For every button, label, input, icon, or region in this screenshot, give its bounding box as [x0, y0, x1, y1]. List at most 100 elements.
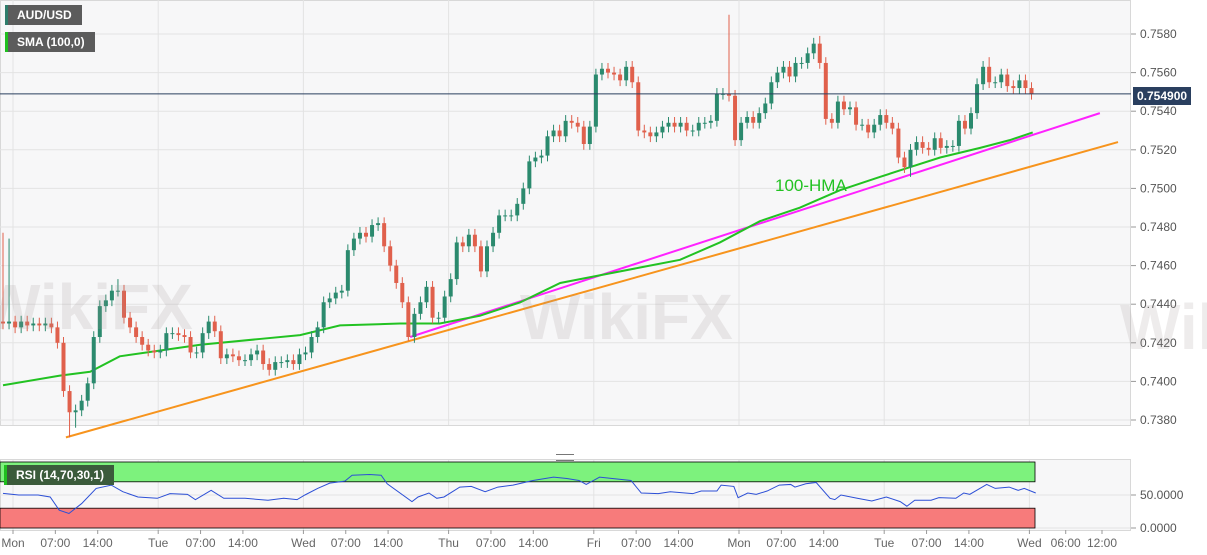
candle-body — [854, 107, 859, 125]
candle — [920, 136, 925, 154]
price-axis[interactable]: 0.7580 0.7560 0.7540 0.7520 0.7500 0.7480 0.74… — [1131, 27, 1184, 535]
candle-body — [763, 103, 768, 114]
candle — [733, 89, 738, 146]
candle-body — [751, 116, 756, 123]
candle — [25, 315, 30, 332]
candle — [932, 132, 937, 156]
candle-body — [781, 66, 786, 73]
candle — [587, 120, 592, 150]
candle-body — [835, 101, 840, 123]
candle — [224, 348, 229, 365]
candle — [817, 35, 822, 69]
candle — [581, 120, 586, 150]
candle — [339, 284, 344, 299]
candle — [841, 95, 846, 116]
candle — [1029, 82, 1034, 100]
candle-body — [315, 327, 320, 338]
candle-body — [878, 115, 883, 125]
candle-body — [134, 327, 139, 338]
candle-body — [291, 360, 296, 365]
candle — [357, 227, 362, 245]
candle — [569, 115, 574, 129]
x-tick-label: 14:00 — [954, 536, 984, 550]
candle-body — [109, 290, 114, 301]
x-tick-label: 14:00 — [228, 536, 258, 550]
candle-body — [472, 234, 477, 247]
x-tick-label: 07:00 — [766, 536, 796, 550]
candle-body — [569, 120, 574, 123]
indicator-label-sma[interactable]: SMA (100,0) — [5, 32, 95, 52]
candle-body — [1005, 74, 1010, 87]
x-tick-label: 06:00 — [1051, 536, 1081, 550]
y-tick-label: 0.7440 — [1140, 297, 1177, 311]
candle-body — [273, 362, 278, 370]
candle-body — [1029, 88, 1034, 94]
candle-body — [388, 246, 393, 266]
candle — [684, 116, 689, 137]
candle — [902, 151, 907, 173]
y-tick-label: 0.7540 — [1140, 104, 1177, 118]
candle-body — [31, 323, 36, 326]
main-plot-area[interactable] — [0, 0, 1131, 426]
rsi-tick-label: 0.0000 — [1140, 521, 1177, 535]
candle — [37, 317, 42, 332]
candle — [993, 76, 998, 89]
candle-body — [805, 53, 810, 63]
candle-body — [944, 145, 949, 148]
indicator-label-rsi[interactable]: RSI (14,70,30,1) — [4, 465, 115, 485]
candle-body — [115, 290, 120, 292]
candle — [267, 358, 272, 376]
candle — [442, 290, 447, 324]
candle — [866, 118, 871, 139]
x-tick-label: Wed — [291, 536, 315, 550]
candle-body — [987, 66, 992, 83]
candle-body — [91, 337, 96, 384]
candle-body — [975, 84, 980, 114]
candle — [975, 78, 980, 119]
candle-body — [236, 356, 241, 361]
candle — [938, 132, 943, 154]
candle-body — [170, 333, 175, 335]
candle — [418, 296, 423, 320]
candle-body — [503, 215, 508, 217]
candle — [793, 57, 798, 83]
candle-body — [297, 354, 302, 365]
candle — [128, 311, 133, 334]
candle — [67, 385, 72, 438]
candle-body — [485, 246, 489, 272]
candle-body — [339, 290, 344, 293]
candle-body — [351, 238, 356, 251]
candle-body — [73, 410, 78, 413]
candle-body — [194, 352, 199, 354]
candle-body — [787, 66, 792, 77]
candle — [648, 126, 653, 143]
candle-body — [636, 82, 641, 131]
candle-body — [1017, 80, 1022, 89]
candle — [606, 62, 610, 79]
candle-body — [303, 352, 308, 355]
candle-body — [327, 298, 332, 303]
candle — [630, 61, 635, 89]
candle — [285, 354, 290, 368]
candle-body — [122, 290, 126, 318]
candle — [291, 354, 296, 370]
candle — [696, 116, 701, 137]
candle-body — [950, 145, 955, 147]
time-axis[interactable]: Mon 07:00 14:00 Tue 07:00 14:00 Wed 07:00 14:00 T… — [1, 530, 1117, 550]
candle — [424, 281, 429, 309]
candle — [962, 115, 967, 135]
candle-body — [793, 62, 798, 77]
symbol-label[interactable]: AUD/USD — [5, 5, 82, 25]
candle-body — [739, 122, 744, 141]
x-tick-label: 07:00 — [621, 536, 651, 550]
pane-resize-handle[interactable] — [556, 454, 574, 461]
candle — [763, 97, 768, 119]
x-tick-label: 14:00 — [83, 536, 113, 550]
candle-body — [200, 333, 205, 353]
candle-body — [932, 138, 937, 150]
candle-body — [491, 232, 496, 247]
candle-body — [587, 126, 592, 145]
candle-body — [702, 122, 707, 124]
y-tick-label: 0.7400 — [1140, 374, 1177, 388]
